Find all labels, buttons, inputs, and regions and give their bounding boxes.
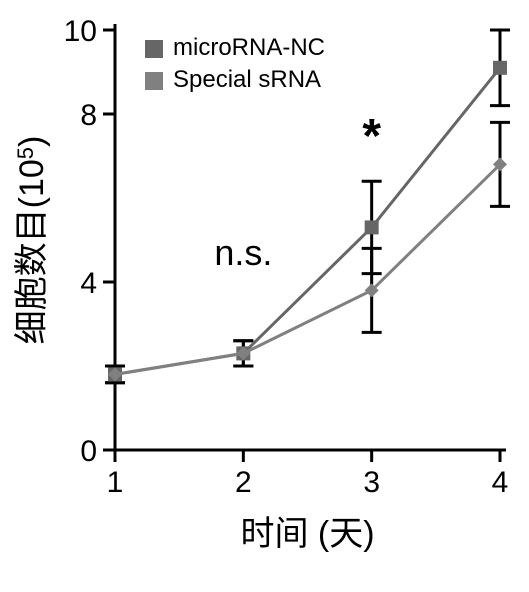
y-tick-label: 8 [80,99,97,132]
line-chart: 048101234时间 (天)细胞数目(105)n.s.**microRNA-N… [0,0,529,592]
marker-square [493,61,507,75]
y-tick-label: 10 [64,15,97,48]
y-axis-title: 细胞数目(105) [13,136,51,345]
x-axis-title: 时间 (天) [240,515,374,553]
x-tick-label: 2 [235,466,252,499]
x-tick-label: 4 [492,466,509,499]
legend-swatch [145,40,163,58]
ns-annotation: n.s. [214,232,272,273]
significance-star: * [362,110,381,163]
legend-label: Special sRNA [173,66,321,93]
y-tick-label: 4 [80,267,97,300]
chart-container: 048101234时间 (天)细胞数目(105)n.s.**microRNA-N… [0,0,529,592]
x-tick-label: 1 [107,466,124,499]
legend-label: microRNA-NC [173,34,325,61]
x-tick-label: 3 [363,466,380,499]
series-line-Special sRNA [115,164,500,374]
legend-swatch [145,72,163,90]
significance-star: * [491,0,510,16]
y-tick-label: 0 [80,435,97,468]
marker-square [365,220,379,234]
